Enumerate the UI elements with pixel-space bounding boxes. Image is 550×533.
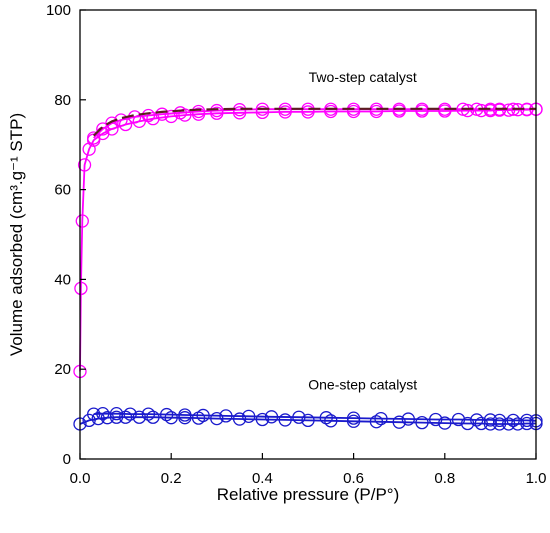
series-4-point [109, 407, 124, 421]
series-3-point [438, 416, 452, 430]
annotations-layer: Two-step catalyst One-step catalyst [308, 69, 417, 393]
annotation-label: One-step catalyst [308, 376, 417, 392]
series-2-line [92, 107, 536, 137]
series-3-point [392, 415, 406, 429]
y-tick-label: 60 [54, 182, 71, 199]
y-tick-label: 0 [63, 451, 71, 468]
annotation-label: Two-step catalyst [309, 69, 417, 85]
series-3-point [91, 411, 105, 426]
series-3-point [501, 417, 516, 431]
series-3-point [346, 414, 361, 428]
series-3-point [460, 416, 475, 431]
x-tick-label: 1.0 [526, 470, 547, 487]
series-4-point [219, 409, 233, 423]
series-4-point [264, 410, 279, 424]
series-4-point [483, 413, 498, 427]
series-0-point [75, 214, 89, 228]
series-4-point [87, 407, 101, 421]
x-tick-label: 0.2 [161, 470, 182, 487]
series-4-point [451, 412, 466, 427]
series-3-point [232, 412, 247, 426]
series-1-point [141, 108, 156, 123]
series-0-point [77, 158, 92, 172]
series-4-line [93, 412, 537, 422]
series-4-point [506, 413, 520, 428]
x-tick-label: 0.8 [434, 470, 455, 487]
series-3-point [210, 411, 224, 426]
series-1-point [96, 122, 110, 136]
series-0-point [164, 109, 178, 124]
series-3-line [79, 416, 536, 425]
series-4-point [492, 413, 507, 428]
ticks-layer: 0.0 0.2 0.4 0.6 0.8 1.0 0 20 40 60 80 100 [46, 2, 546, 487]
series-3-point [520, 416, 534, 431]
series-1-point [87, 131, 101, 145]
series-3-point [483, 417, 498, 431]
series-4-point [429, 412, 443, 427]
series-3-point [132, 410, 146, 424]
series-4-point [96, 407, 110, 421]
x-tick-label: 0.0 [70, 470, 91, 487]
series-3-point [278, 413, 292, 427]
series-4-point [242, 409, 256, 423]
x-tick-label: 0.6 [343, 470, 364, 487]
y-axis-title: Volume adsorbed (cm³.g⁻¹ STP) [7, 113, 26, 356]
plot-frame [79, 9, 537, 460]
series-4-point [401, 412, 415, 426]
series-1-point [210, 103, 224, 118]
x-tick-label: 0.4 [252, 470, 273, 487]
y-tick-label: 20 [54, 361, 71, 378]
series-3-point [255, 412, 270, 427]
y-tick-label: 80 [54, 92, 71, 109]
series-4-point [346, 411, 361, 425]
series-4-point [319, 411, 333, 425]
series-0-point [255, 105, 270, 120]
series-0-point [74, 281, 88, 296]
series-3-point [100, 411, 115, 425]
y-tick-label: 40 [54, 271, 71, 288]
y-tick-label: 100 [46, 2, 71, 19]
series-4-point [141, 407, 156, 421]
series-3-point [492, 417, 507, 431]
series-3-point [511, 417, 525, 431]
series-4-point [470, 413, 484, 427]
series-0-point [501, 103, 516, 117]
series-4-point [196, 408, 210, 423]
series-1-point [191, 104, 206, 119]
series-1-point [155, 107, 169, 121]
series-4-point [123, 407, 137, 421]
series-1-point [173, 106, 187, 120]
x-axis-title: Relative pressure (P/P°) [217, 485, 400, 504]
series-4-point [374, 411, 388, 426]
series-4-point [292, 410, 306, 424]
series-4-point [159, 407, 174, 422]
series-4-point [178, 408, 192, 422]
series-3-point [415, 415, 429, 430]
series-4-point [520, 413, 534, 428]
series-3-point [301, 413, 315, 428]
series-3-point [109, 410, 124, 424]
series-0-point [232, 106, 247, 120]
series-3-point [474, 416, 488, 431]
